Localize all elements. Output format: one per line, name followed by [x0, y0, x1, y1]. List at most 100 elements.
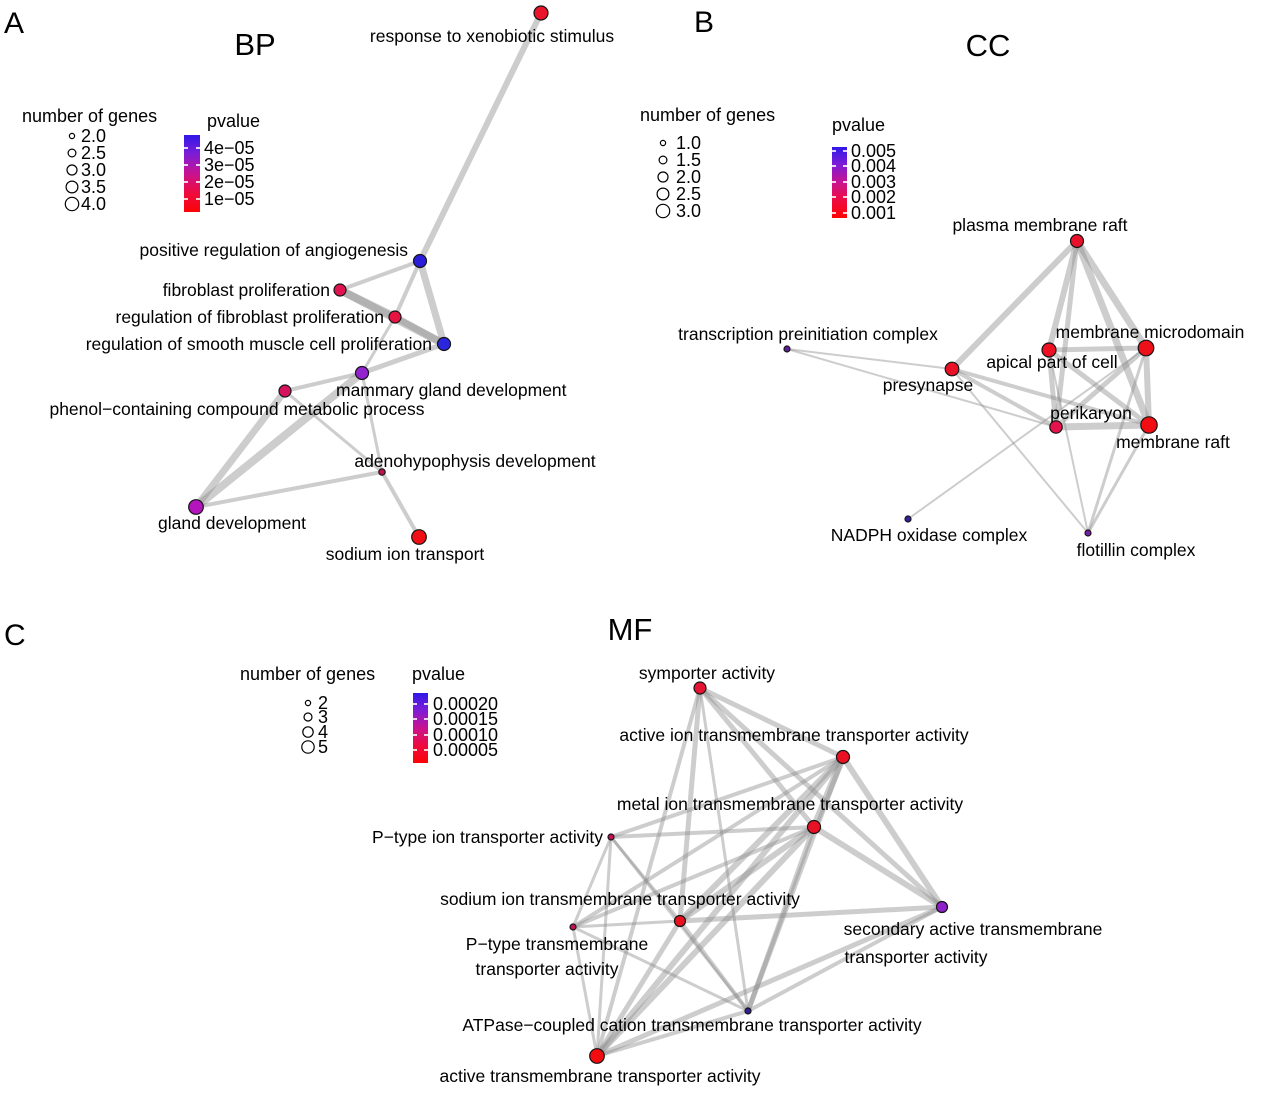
node-label-plasma: plasma membrane raft: [952, 215, 1127, 235]
colorbar-tick-right: [196, 181, 200, 183]
legend-pvalue-title: pvalue: [832, 115, 885, 135]
node-label-secondary-line2: transporter activity: [845, 947, 988, 967]
legend-size-circle-3.0: [655, 203, 671, 219]
node-label-apical: apical part of cell: [986, 352, 1117, 372]
edge-metal_ion-p_ion: [610, 825, 815, 839]
node-p_ion: [607, 833, 615, 841]
node-xeno: [533, 5, 549, 21]
pvalue-colorbar: [184, 135, 200, 212]
edge-symporter-atpase: [698, 687, 750, 1012]
edge-xeno-angio: [417, 11, 544, 263]
pvalue-tick-label-0.00015: 0.00015: [433, 709, 498, 729]
legend-size-circle-3.5: [65, 180, 79, 194]
edge-active_ion-sodium_ion: [677, 754, 846, 924]
node-label-sodium: sodium ion transport: [326, 544, 485, 564]
colorbar-tick-left: [184, 198, 188, 200]
legend-size-circle-3: [303, 712, 313, 722]
edge-presynapse-flotillin: [951, 368, 1089, 534]
node-p_trans: [569, 923, 577, 931]
colorbar-tick-left: [832, 181, 836, 183]
colorbar-tick-right: [843, 196, 847, 198]
edge-angio-smooth: [416, 260, 448, 345]
node-label-nadph: NADPH oxidase complex: [831, 525, 1028, 545]
edge-phenol-gland: [193, 388, 288, 510]
colorbar-tick-right: [843, 150, 847, 152]
node-active_trans: [589, 1048, 605, 1064]
edge-transcription-perikaryon: [786, 348, 1057, 428]
legend-size-label-1.0: 1.0: [676, 133, 701, 153]
legend-size-circle-2.0: [657, 171, 669, 183]
node-label-phenol: phenol−containing compound metabolic pro…: [49, 399, 424, 419]
colorbar-tick-left: [184, 181, 188, 183]
node-label-p_trans-line1: P−type transmembrane: [466, 934, 648, 954]
edge-plasma-apical: [1046, 240, 1080, 351]
edge-mammary-adeno: [360, 372, 384, 473]
panel-letter-B: B: [694, 6, 714, 39]
node-label-adeno: adenohypophysis development: [354, 451, 595, 471]
edge-p_trans-active_trans: [571, 926, 599, 1057]
edge-transcription-presynapse: [786, 348, 953, 370]
edge-apical-membrane_raft: [1047, 348, 1151, 427]
node-atpase: [744, 1007, 752, 1015]
node-label-sodium_ion: sodium ion transmembrane transporter act…: [440, 889, 800, 909]
legend-size-label-2: 2: [318, 693, 328, 713]
node-secondary: [935, 900, 949, 914]
node-sodium: [411, 529, 427, 545]
colorbar-tick-right: [196, 198, 200, 200]
legend-size-circle-4: [302, 726, 314, 738]
edge-metal_ion-p_trans: [572, 825, 815, 929]
panel-letter-C: C: [4, 619, 26, 652]
node-label-p_trans-line2: transporter activity: [476, 959, 619, 979]
edge-presynapse-perikaryon: [951, 367, 1057, 429]
node-label-symporter: symporter activity: [639, 663, 775, 683]
colorbar-tick-left: [413, 734, 417, 736]
node-plasma: [1069, 233, 1085, 249]
legend-size-label-4: 4: [318, 722, 328, 742]
edge-angio-regfib: [393, 260, 422, 318]
pvalue-tick-label-3e−05: 3e−05: [204, 155, 255, 175]
legend-pvalue-title: pvalue: [207, 111, 260, 131]
colorbar-tick-right: [843, 181, 847, 183]
node-fib: [333, 283, 347, 297]
legend-size-label-2.0: 2.0: [676, 167, 701, 187]
node-sodium_ion: [673, 914, 687, 928]
edge-symporter-active_ion: [698, 685, 845, 760]
colorbar-tick-right: [424, 703, 428, 705]
node-label-mammary: mammary gland development: [336, 380, 567, 400]
colorbar-tick-left: [184, 164, 188, 166]
panel-title-MF: MF: [608, 612, 653, 647]
edge-sodium_ion-active_trans: [594, 919, 683, 1058]
legend-size-title: number of genes: [640, 105, 775, 125]
colorbar-tick-left: [832, 150, 836, 152]
edge-layer: [571, 685, 945, 1059]
edge-p_ion-sodium_ion: [609, 836, 682, 922]
legend-size-title: number of genes: [22, 106, 157, 126]
node-label-transcription: transcription preinitiation complex: [678, 324, 938, 344]
edge-active_ion-atpase: [745, 756, 846, 1012]
edge-regfib-mammary: [360, 316, 397, 374]
colorbar-tick-right: [843, 165, 847, 167]
colorbar-tick-left: [832, 212, 836, 214]
node-perikaryon: [1049, 420, 1063, 434]
node-adeno: [378, 468, 386, 476]
edge-apical-perikaryon: [1046, 349, 1059, 428]
colorbar-tick-right: [196, 147, 200, 149]
edge-microdomain-perikaryon: [1054, 346, 1148, 429]
legend-size-circle-1.5: [658, 155, 668, 165]
edge-apical-microdomain: [1048, 345, 1147, 353]
node-microdomain: [1137, 339, 1155, 357]
node-label-active_ion: active ion transmembrane transporter act…: [619, 725, 968, 745]
legend-size-label-4.0: 4.0: [81, 194, 106, 214]
edge-layer: [786, 238, 1153, 534]
edge-p_ion-p_trans: [571, 836, 613, 928]
edge-active_ion-p_trans: [571, 755, 845, 929]
colorbar-tick-left: [832, 165, 836, 167]
node-gland: [188, 499, 204, 515]
node-label-secondary-line1: secondary active transmembrane: [844, 919, 1103, 939]
pvalue-tick-label-0.001: 0.001: [851, 203, 896, 223]
